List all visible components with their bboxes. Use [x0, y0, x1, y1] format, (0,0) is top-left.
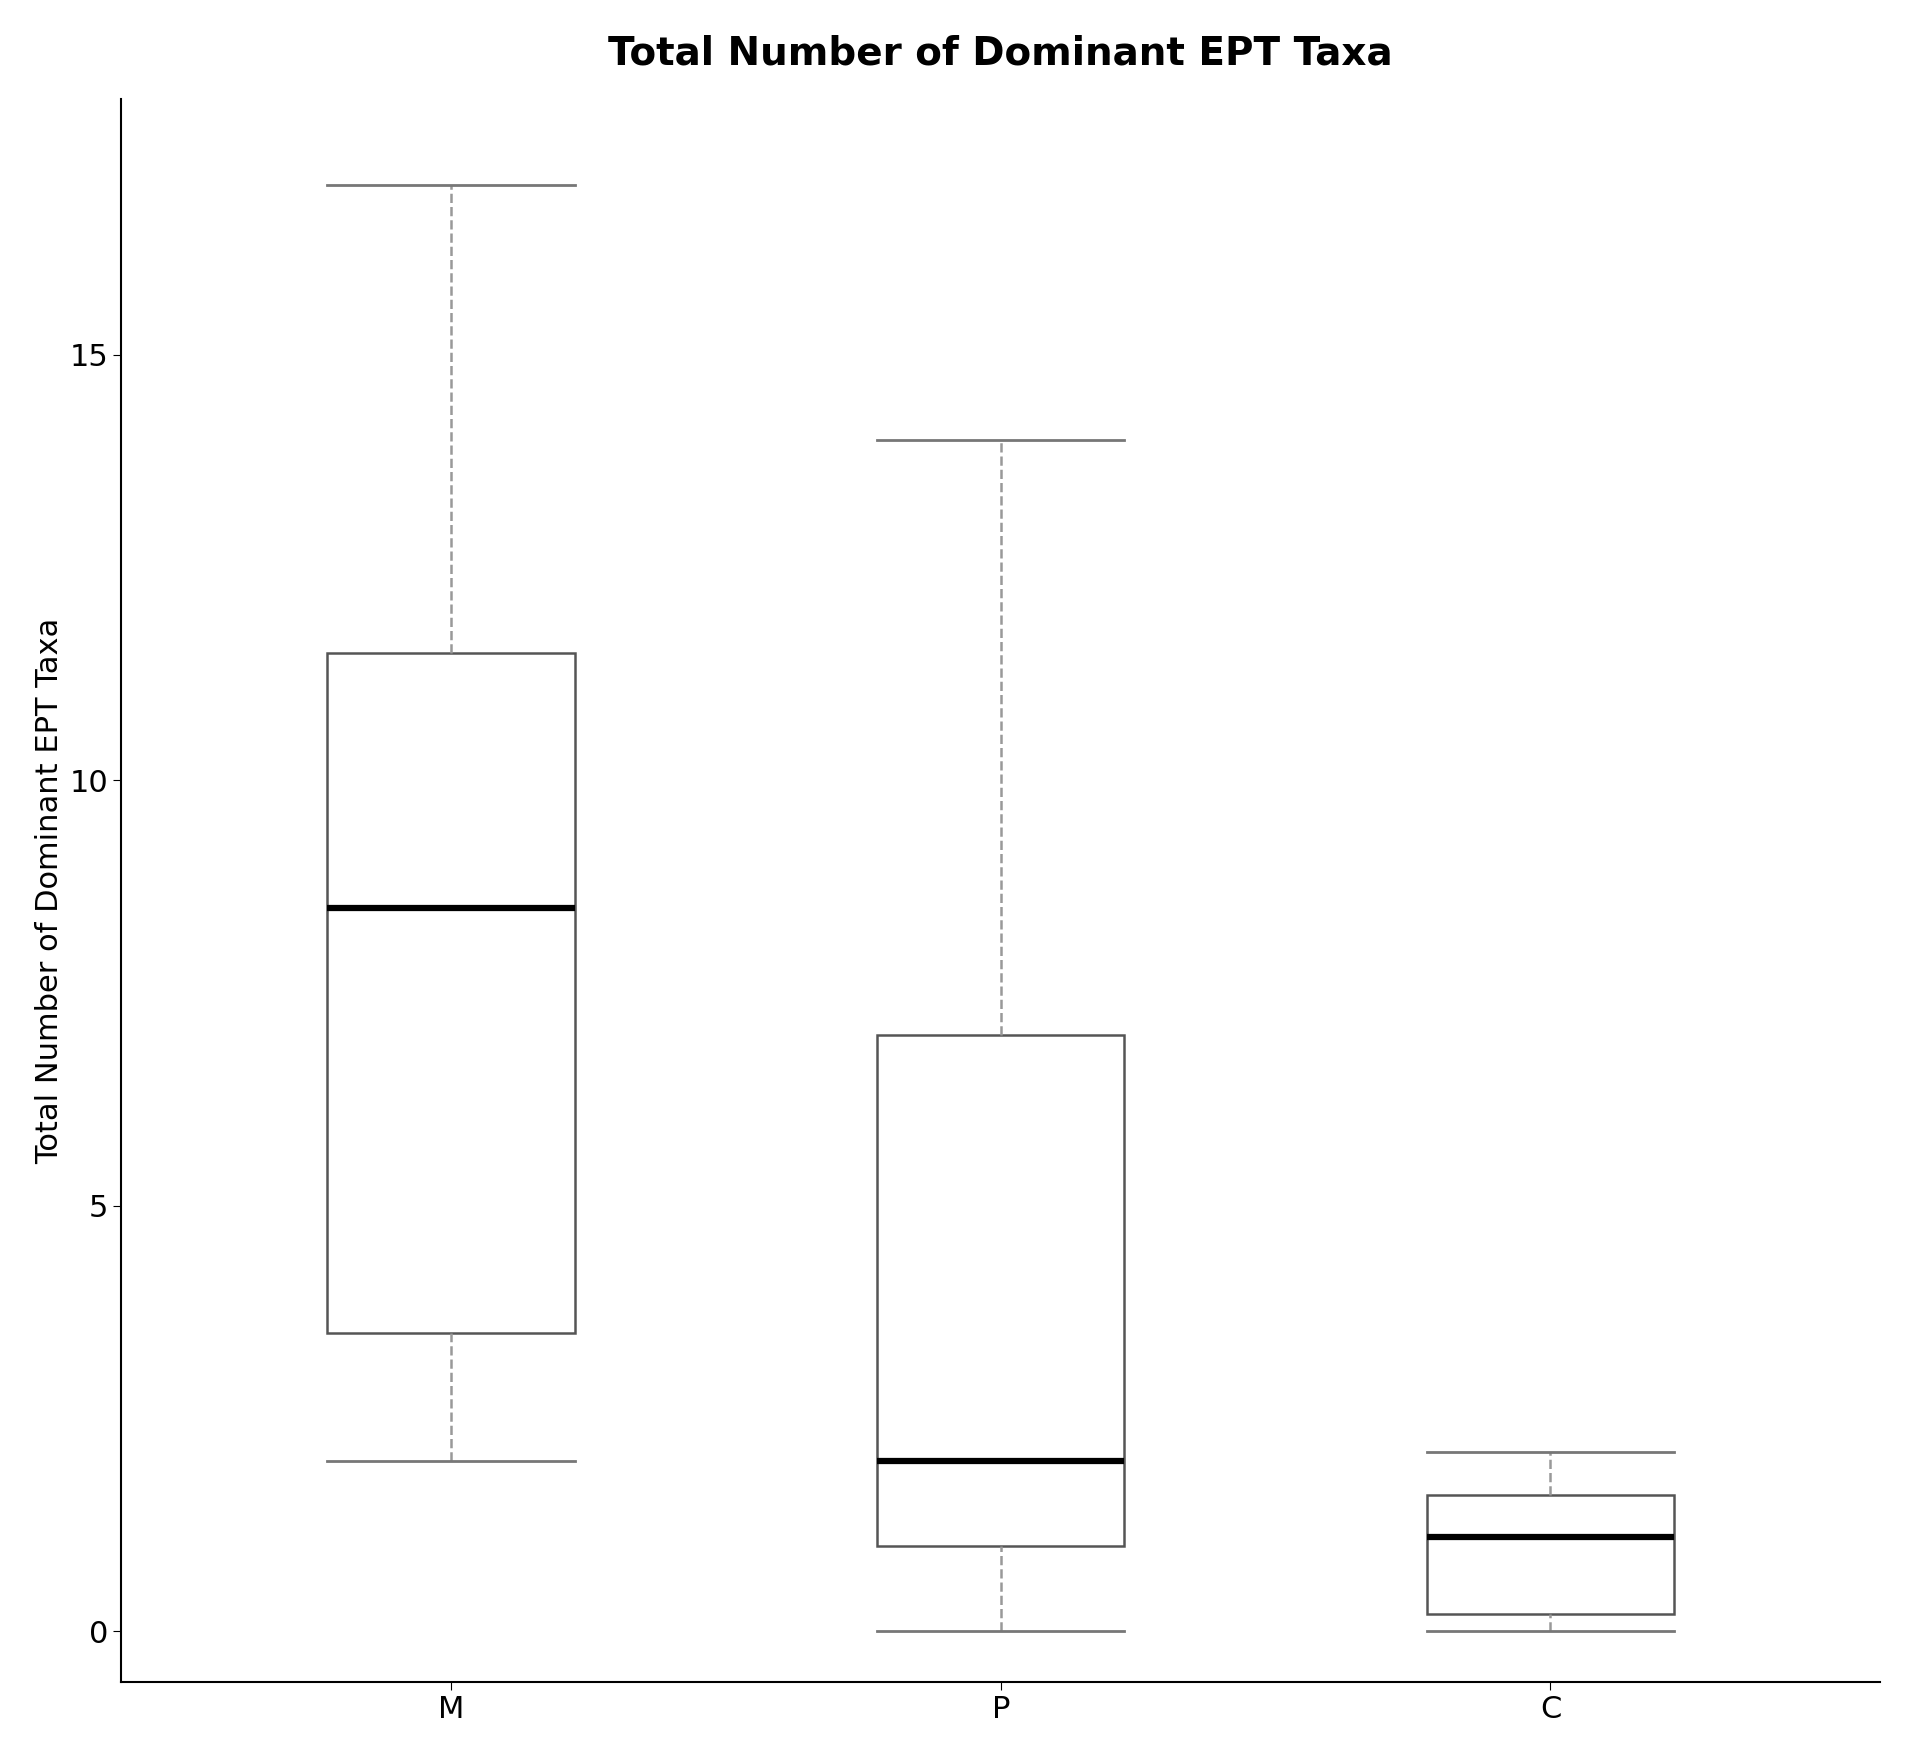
FancyBboxPatch shape	[327, 653, 574, 1333]
Title: Total Number of Dominant EPT Taxa: Total Number of Dominant EPT Taxa	[609, 35, 1391, 72]
FancyBboxPatch shape	[1426, 1495, 1673, 1615]
Y-axis label: Total Number of Dominant EPT Taxa: Total Number of Dominant EPT Taxa	[34, 617, 63, 1164]
FancyBboxPatch shape	[877, 1036, 1124, 1546]
